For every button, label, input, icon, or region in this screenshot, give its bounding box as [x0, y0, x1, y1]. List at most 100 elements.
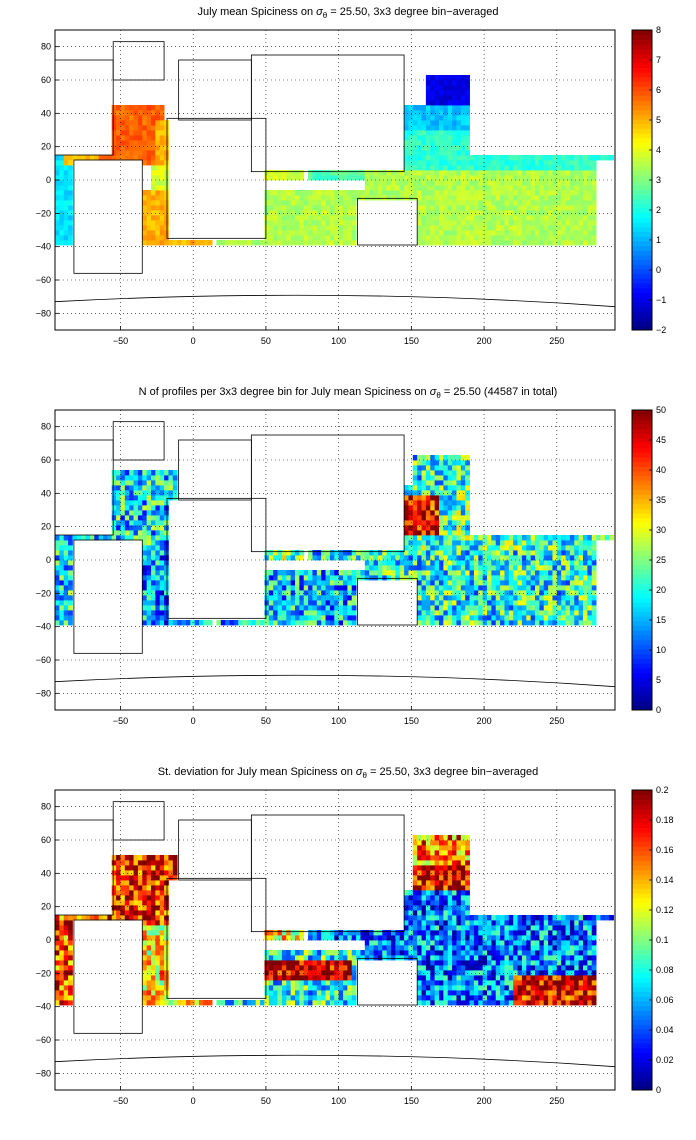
- heatmap-cell: [530, 585, 536, 591]
- heatmap-cell: [412, 915, 418, 921]
- heatmap-cell: [404, 195, 409, 201]
- heatmap-cell: [164, 545, 169, 551]
- heatmap-cell: [543, 545, 549, 551]
- heatmap-cell: [504, 225, 510, 231]
- heatmap-cell: [155, 940, 161, 946]
- heatmap-cell: [377, 555, 383, 561]
- heatmap-cell: [425, 480, 431, 486]
- heatmap-cell: [487, 575, 492, 581]
- heatmap-cell: [347, 930, 353, 936]
- heatmap-cell: [434, 615, 440, 621]
- heatmap-cell: [151, 225, 156, 231]
- heatmap-cell: [452, 565, 457, 571]
- heatmap-cell: [473, 155, 479, 161]
- heatmap-cell: [408, 525, 414, 531]
- heatmap-cell: [338, 175, 344, 181]
- heatmap-cell: [425, 145, 431, 151]
- heatmap-cell: [504, 240, 510, 246]
- heatmap-cell: [465, 620, 470, 626]
- heatmap-cell: [151, 930, 156, 936]
- heatmap-cell: [439, 605, 444, 611]
- heatmap-cell: [59, 615, 65, 621]
- heatmap-cell: [504, 600, 510, 606]
- heatmap-cell: [308, 170, 313, 176]
- heatmap-cell: [539, 175, 545, 181]
- heatmap-cell: [495, 610, 501, 616]
- heatmap-cell: [295, 190, 300, 196]
- heatmap-cell: [460, 230, 466, 236]
- heatmap-cell: [142, 540, 148, 546]
- heatmap-cell: [421, 610, 427, 616]
- heatmap-cell: [530, 545, 536, 551]
- heatmap-cell: [526, 995, 532, 1001]
- heatmap-cell: [425, 585, 431, 591]
- heatmap-cell: [382, 180, 388, 186]
- heatmap-cell: [151, 115, 156, 121]
- heatmap-cell: [487, 545, 492, 551]
- heatmap-cell: [569, 1000, 575, 1006]
- heatmap-cell: [452, 170, 457, 176]
- heatmap-cell: [587, 160, 593, 166]
- heatmap-cell: [526, 565, 532, 571]
- heatmap-cell: [124, 535, 130, 541]
- heatmap-cell: [460, 135, 466, 141]
- heatmap-cell: [587, 975, 593, 981]
- heatmap-cell: [159, 925, 165, 931]
- heatmap-cell: [159, 220, 165, 226]
- heatmap-cell: [517, 165, 523, 171]
- heatmap-cell: [434, 605, 440, 611]
- heatmap-cell: [430, 925, 436, 931]
- heatmap-cell: [430, 945, 436, 951]
- heatmap-cell: [487, 595, 492, 601]
- heatmap-cell: [447, 565, 453, 571]
- heatmap-cell: [338, 930, 344, 936]
- heatmap-cell: [508, 565, 514, 571]
- heatmap-cell: [552, 985, 558, 991]
- heatmap-cell: [155, 945, 161, 951]
- heatmap-cell: [391, 170, 396, 176]
- heatmap-cell: [273, 930, 278, 936]
- heatmap-cell: [63, 220, 69, 226]
- heatmap-cell: [596, 535, 601, 541]
- heatmap-cell: [421, 465, 427, 471]
- heatmap-cell: [578, 565, 584, 571]
- heatmap-cell: [469, 560, 475, 566]
- heatmap-cell: [583, 925, 588, 931]
- heatmap-cell: [68, 975, 73, 981]
- heatmap-cell: [116, 130, 121, 136]
- heatmap-cell: [443, 460, 449, 466]
- heatmap-cell: [565, 160, 571, 166]
- heatmap-cell: [164, 575, 169, 581]
- heatmap-cell: [146, 585, 152, 591]
- heatmap-cell: [55, 195, 60, 201]
- heatmap-cell: [495, 195, 501, 201]
- heatmap-cell: [556, 950, 562, 956]
- heatmap-cell: [421, 180, 427, 186]
- heatmap-cell: [377, 170, 383, 176]
- heatmap-cell: [430, 970, 436, 976]
- heatmap-cell: [530, 985, 536, 991]
- heatmap-cell: [439, 90, 444, 96]
- heatmap-cell: [591, 930, 597, 936]
- heatmap-cell: [321, 170, 326, 176]
- heatmap-cell: [543, 555, 549, 561]
- heatmap-cell: [460, 535, 466, 541]
- heatmap-cell: [391, 955, 396, 961]
- heatmap-cell: [456, 110, 462, 116]
- heatmap-cell: [164, 560, 169, 566]
- heatmap-cell: [443, 175, 449, 181]
- heatmap-cell: [443, 220, 449, 226]
- heatmap-cell: [382, 175, 388, 181]
- heatmap-cell: [412, 950, 418, 956]
- heatmap-cell: [425, 130, 431, 136]
- heatmap-cell: [151, 230, 156, 236]
- heatmap-cell: [360, 570, 366, 576]
- x-tick-label: 0: [191, 336, 196, 346]
- heatmap-cell: [338, 960, 344, 966]
- heatmap-cell: [465, 585, 470, 591]
- heatmap-cell: [155, 200, 161, 206]
- heatmap-cell: [491, 975, 497, 981]
- heatmap-cell: [443, 565, 449, 571]
- heatmap-cell: [561, 980, 566, 986]
- heatmap-cell: [146, 950, 152, 956]
